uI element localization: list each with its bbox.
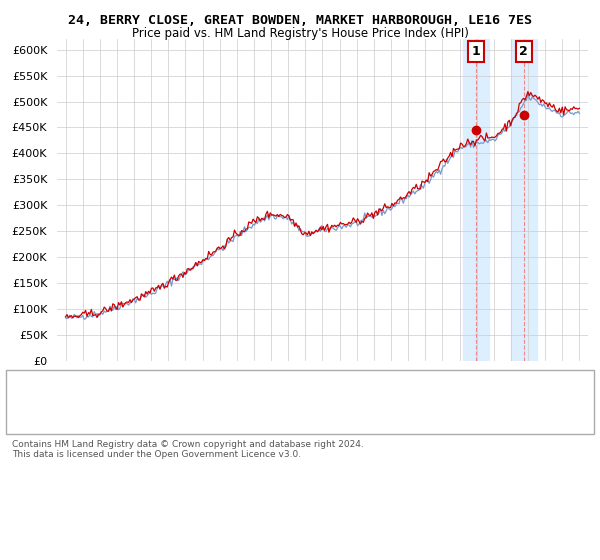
Text: Price paid vs. HM Land Registry's House Price Index (HPI): Price paid vs. HM Land Registry's House …	[131, 27, 469, 40]
Text: 1: 1	[17, 401, 25, 414]
Text: Contains HM Land Registry data © Crown copyright and database right 2024.
This d: Contains HM Land Registry data © Crown c…	[12, 440, 364, 459]
Text: 18-DEC-2018: 18-DEC-2018	[45, 401, 124, 414]
Text: 30-SEP-2021: 30-SEP-2021	[45, 416, 124, 430]
Bar	[511, 39, 536, 361]
Text: 1: 1	[472, 45, 481, 58]
Bar	[463, 39, 489, 361]
Text: HPI: Average price, detached house, Harborough: HPI: Average price, detached house, Harb…	[51, 384, 338, 394]
Text: £475,000: £475,000	[210, 416, 267, 430]
Text: 24, BERRY CLOSE, GREAT BOWDEN, MARKET HARBOROUGH, LE16 7ES: 24, BERRY CLOSE, GREAT BOWDEN, MARKET HA…	[68, 14, 532, 27]
Text: 24, BERRY CLOSE, GREAT BOWDEN, MARKET HARBOROUGH, LE16 7ES (detached house: 24, BERRY CLOSE, GREAT BOWDEN, MARKET HA…	[51, 372, 514, 382]
Text: 12% ↑ HPI: 12% ↑ HPI	[348, 416, 412, 430]
Text: ——: ——	[18, 371, 46, 384]
Text: 2: 2	[520, 45, 528, 58]
Text: 9% ↑ HPI: 9% ↑ HPI	[348, 401, 405, 414]
Text: £444,950: £444,950	[210, 401, 267, 414]
Text: ——: ——	[18, 382, 46, 396]
Text: 2: 2	[17, 416, 25, 430]
